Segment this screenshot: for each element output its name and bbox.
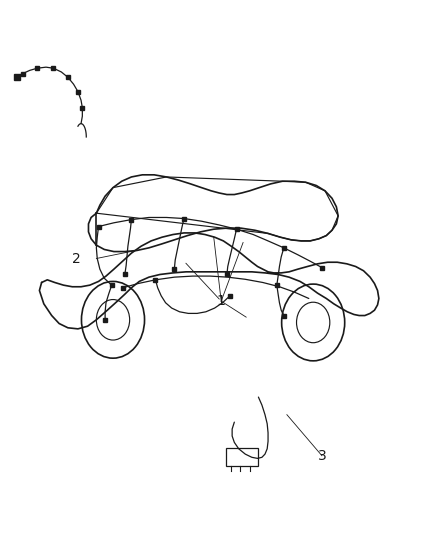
Text: 3: 3 <box>318 449 326 463</box>
Text: 2: 2 <box>72 252 81 265</box>
Text: 1: 1 <box>217 294 226 308</box>
